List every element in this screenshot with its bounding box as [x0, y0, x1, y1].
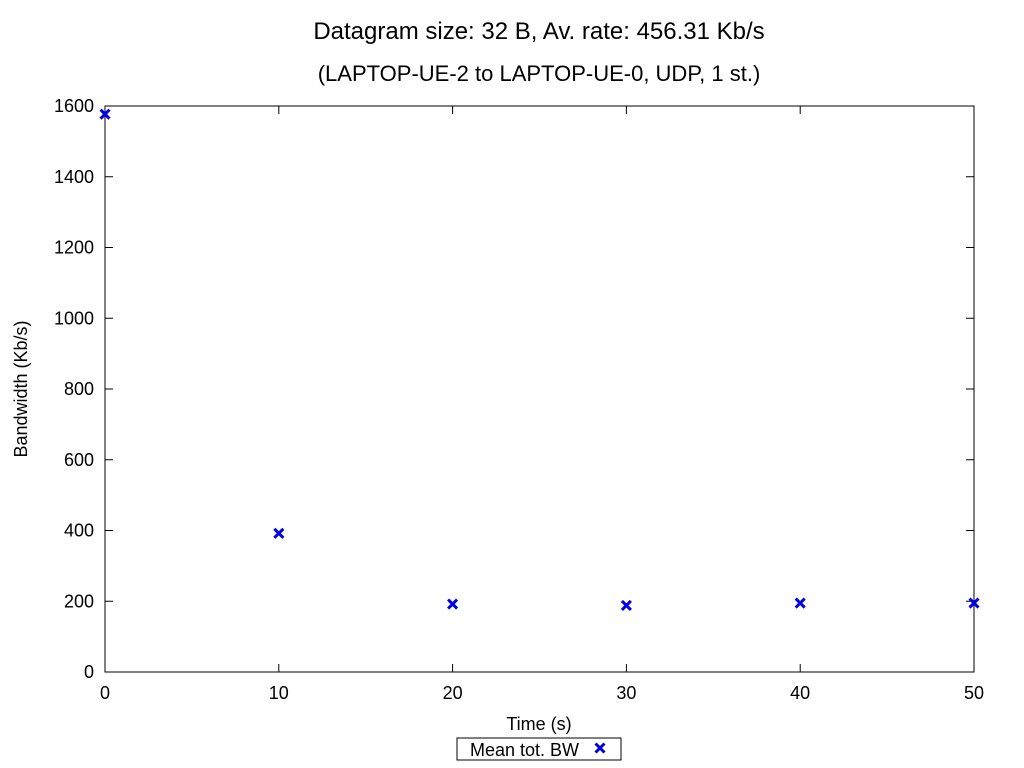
x-axis-ticks: 0 10 20 30 40 50 [100, 106, 984, 703]
chart-title: Datagram size: 32 B, Av. rate: 456.31 Kb… [313, 18, 764, 45]
y-tick-label: 0 [84, 662, 94, 682]
data-point [620, 599, 632, 612]
legend-marker [594, 742, 606, 754]
y-tick-label: 600 [64, 450, 94, 470]
data-point [968, 597, 980, 609]
y-tick-label: 400 [64, 521, 94, 541]
legend-box [456, 737, 622, 761]
chart-subtitle: (LAPTOP-UE-2 to LAPTOP-UE-0, UDP, 1 st.) [318, 61, 761, 86]
x-tick-label: 50 [964, 683, 984, 703]
x-axis-label: Time (s) [506, 714, 571, 734]
legend: Mean tot. BW [456, 737, 622, 761]
y-tick-label: 1000 [54, 308, 94, 328]
data-point [273, 527, 285, 539]
y-tick-label: 1600 [54, 96, 94, 116]
x-tick-label: 30 [616, 683, 636, 703]
y-tick-label: 1400 [54, 167, 94, 187]
y-tick-label: 1200 [54, 238, 94, 258]
legend-marker-cross [594, 742, 606, 754]
legend-label: Mean tot. BW [470, 740, 579, 760]
data-point [794, 597, 806, 609]
x-tick-label: 10 [269, 683, 289, 703]
x-tick-label: 40 [790, 683, 810, 703]
data-points [99, 108, 980, 612]
y-tick-label: 200 [64, 591, 94, 611]
x-tick-label: 0 [100, 683, 110, 703]
y-tick-label: 800 [64, 379, 94, 399]
y-axis-ticks: 0 200 400 600 800 1000 1200 1400 1600 [54, 96, 974, 682]
data-point [447, 598, 459, 610]
plot-frame [104, 105, 975, 673]
data-point [99, 108, 111, 120]
x-tick-label: 20 [443, 683, 463, 703]
y-axis-label: Bandwidth (Kb/s) [11, 320, 31, 457]
